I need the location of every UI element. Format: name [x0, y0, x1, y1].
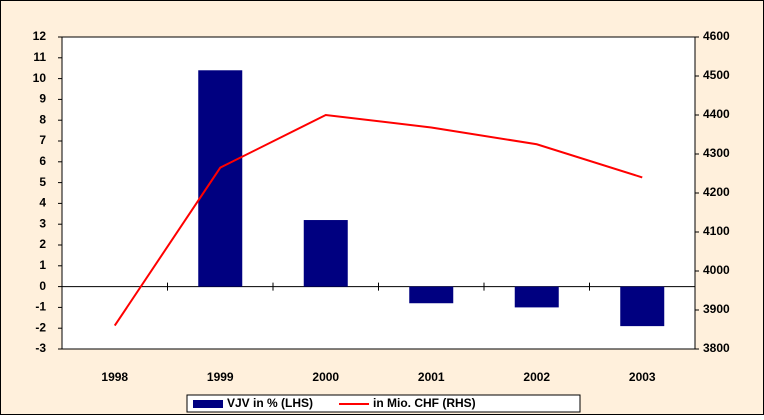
y2-tick-label: 4400 — [703, 107, 730, 121]
y2-tick-label: 4500 — [703, 68, 730, 82]
x-tick-label: 2001 — [418, 370, 445, 384]
plot-area — [61, 36, 696, 350]
x-tick-label: 1998 — [101, 370, 128, 384]
legend-box — [186, 394, 581, 413]
y-tick-label: -3 — [35, 341, 46, 355]
legend-swatch — [193, 400, 223, 408]
y2-tick-label: 4200 — [703, 185, 730, 199]
y-tick-label: 11 — [33, 50, 46, 64]
bar — [620, 286, 665, 327]
y-tick-label: 12 — [33, 29, 47, 43]
bar — [514, 286, 559, 308]
y2-tick-label: 3900 — [703, 302, 730, 316]
y-tick-label: 0 — [39, 279, 46, 293]
legend-label: VJV in % (LHS) — [227, 396, 313, 410]
bar — [198, 70, 243, 287]
bar — [409, 286, 454, 304]
y-tick-label: 3 — [39, 216, 46, 230]
bar — [303, 220, 348, 287]
y2-tick-label: 4100 — [703, 224, 730, 238]
x-tick-label: 2003 — [629, 370, 656, 384]
y-tick-label: 2 — [39, 237, 46, 251]
legend-label: in Mio. CHF (RHS) — [373, 396, 476, 410]
y-tick-label: 6 — [39, 154, 46, 168]
y-tick-label: 8 — [39, 112, 46, 126]
y-tick-label: -1 — [35, 300, 46, 314]
y2-tick-label: 4000 — [703, 263, 730, 277]
x-tick-label: 2002 — [523, 370, 550, 384]
y-tick-label: 7 — [39, 133, 46, 147]
y-tick-label: 9 — [39, 92, 46, 106]
y2-tick-label: 3800 — [703, 341, 730, 355]
y2-tick-label: 4300 — [703, 146, 730, 160]
x-tick-label: 1999 — [207, 370, 234, 384]
y-tick-label: 10 — [33, 71, 47, 85]
y-tick-label: -2 — [35, 320, 46, 334]
x-tick-label: 2000 — [312, 370, 339, 384]
line — [113, 113, 643, 327]
y-tick-label: 4 — [39, 196, 46, 210]
y-tick-label: 5 — [39, 175, 46, 189]
y-tick-label: 1 — [39, 258, 46, 272]
y2-tick-label: 4600 — [703, 29, 730, 43]
